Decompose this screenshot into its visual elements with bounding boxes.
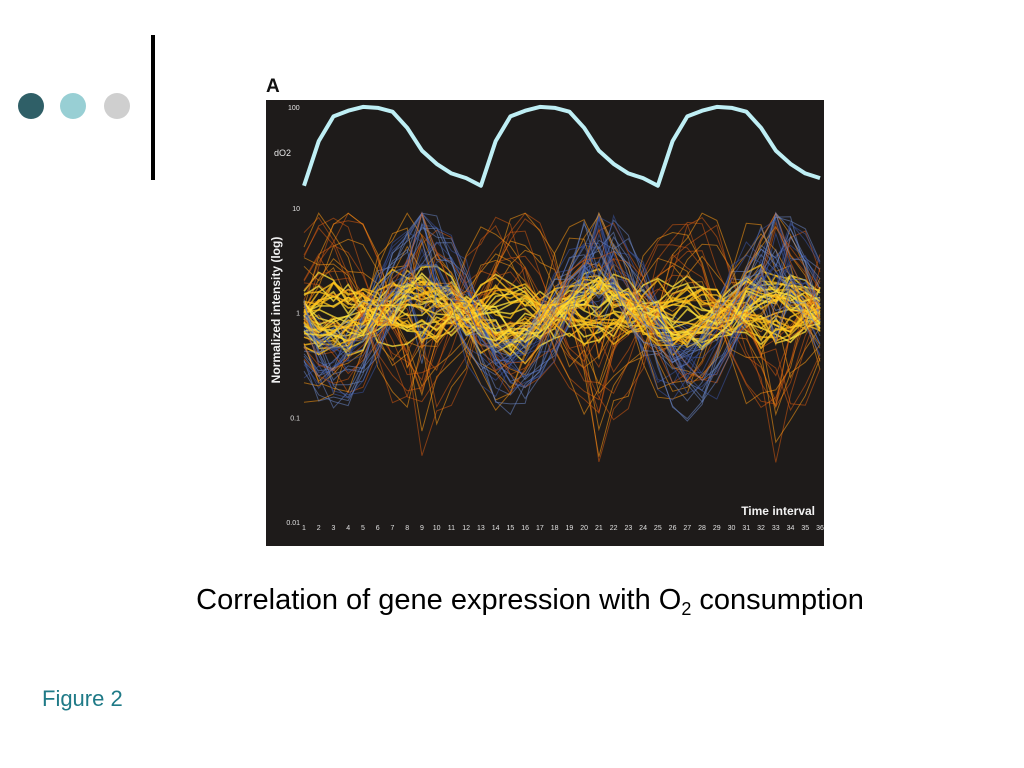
y-tick-label: 0.1	[290, 415, 300, 422]
x-tick-label: 5	[361, 525, 365, 532]
expression-series-line	[303, 247, 821, 378]
x-tick-label: 10	[433, 525, 441, 532]
caption-main: Correlation of gene expression with O	[196, 584, 682, 616]
expression-series-line	[303, 212, 821, 416]
do2-line	[302, 104, 821, 188]
x-tick-label: 14	[492, 525, 500, 532]
x-tick-label: 30	[728, 525, 736, 532]
slide-caption: Correlation of gene expression with O2 c…	[0, 584, 1024, 620]
x-tick-label: 11	[448, 525, 455, 532]
x-axis-label: Time interval	[741, 504, 815, 518]
panel-label: A	[266, 76, 280, 97]
caption-subscript: 2	[681, 599, 692, 619]
expression-series-line	[303, 212, 821, 396]
figure-label: Figure 2	[42, 686, 123, 711]
x-tick-label: 4	[346, 525, 350, 532]
x-tick-label: 16	[521, 525, 529, 532]
x-tick-label: 23	[624, 525, 632, 532]
expression-series-line	[303, 266, 821, 393]
x-tick-label: 32	[757, 525, 765, 532]
expression-series-line	[303, 224, 821, 414]
x-tick-label: 34	[787, 525, 795, 532]
x-tick-label: 25	[654, 525, 662, 532]
x-tick-label: 20	[580, 525, 588, 532]
expression-series-line	[303, 218, 821, 401]
x-tick-label: 27	[683, 525, 691, 532]
expression-series	[303, 211, 821, 463]
x-tick-label: 13	[477, 525, 485, 532]
expression-series-line	[303, 216, 821, 409]
x-tick-label: 24	[639, 525, 647, 532]
x-tick-label: 15	[507, 525, 515, 532]
x-tick-label: 2	[317, 525, 321, 532]
expression-series-line	[303, 272, 821, 348]
x-tick-label: 8	[405, 525, 409, 532]
expression-series-line	[303, 253, 821, 397]
expression-series-line	[303, 248, 821, 349]
divider-bar	[151, 35, 155, 180]
x-tick-label: 17	[536, 525, 544, 532]
y-tick-label: 1	[296, 311, 300, 318]
expression-series-line	[303, 227, 821, 401]
y-axis-label: Normalized intensity (log)	[269, 237, 283, 384]
y-tick-label: 10	[292, 206, 300, 213]
expression-series-line	[303, 212, 821, 422]
x-tick-label: 1	[302, 525, 306, 532]
x-tick-label: 26	[669, 525, 677, 532]
x-tick-label: 19	[565, 525, 573, 532]
do2-label: dO2	[274, 148, 291, 158]
expression-series-line	[303, 212, 821, 457]
x-tick-label: 12	[462, 525, 470, 532]
expression-series-line	[303, 211, 821, 382]
dot-light-gray	[104, 93, 130, 119]
x-tick-label: 3	[332, 525, 336, 532]
x-tick-label: 9	[420, 525, 424, 532]
x-tick-label: 22	[610, 525, 618, 532]
dot-light-teal	[60, 93, 86, 119]
x-tick-label: 28	[698, 525, 706, 532]
expression-series-line	[303, 211, 821, 386]
x-tick-label: 33	[772, 525, 780, 532]
expression-series-line	[303, 216, 821, 378]
x-tick-label: 36	[816, 525, 824, 532]
x-tick-label: 31	[742, 525, 750, 532]
do2-top-tick: 100	[288, 105, 300, 112]
expression-series-line	[303, 282, 821, 344]
y-tick-labels: 10 1 0.1 0.01	[286, 206, 300, 527]
x-tick-label: 29	[713, 525, 721, 532]
dot-dark-teal	[18, 93, 44, 119]
x-tick-label: 7	[391, 525, 395, 532]
x-tick-label: 35	[801, 525, 809, 532]
expression-series-line	[303, 259, 821, 409]
x-tick-labels: 1 2 3 4 5 6 7 8 9 10 11 12 13 14 15 16 17 18 19 20 21 22 23 24 2…	[302, 525, 824, 532]
x-tick-label: 21	[595, 525, 603, 532]
x-tick-label: 18	[551, 525, 559, 532]
caption-tail: consumption	[691, 584, 864, 616]
x-tick-label: 6	[376, 525, 380, 532]
y-tick-label: 0.01	[286, 520, 300, 527]
